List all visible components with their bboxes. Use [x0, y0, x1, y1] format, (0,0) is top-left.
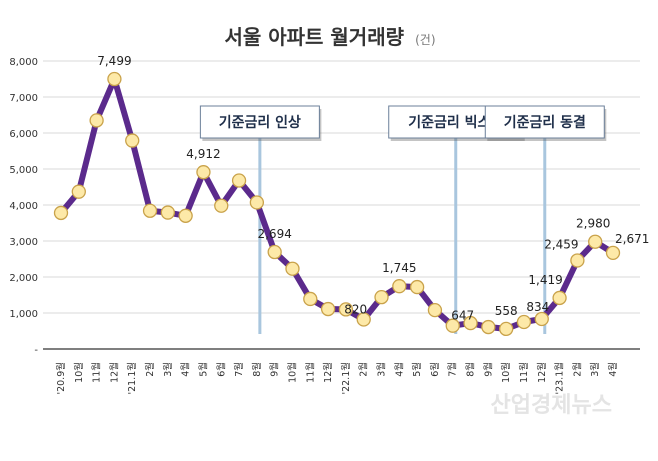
- x-tick-label: 12월: [536, 362, 548, 383]
- data-point: [427, 302, 443, 318]
- x-tick-label: '20.9월: [55, 362, 67, 395]
- data-point: [320, 301, 336, 317]
- data-label: 834: [526, 300, 549, 314]
- data-label: 2,980: [576, 217, 610, 231]
- data-point: [71, 184, 86, 199]
- x-tick-label: 3월: [376, 362, 388, 377]
- y-tick-label: 3,000: [9, 237, 38, 248]
- data-point: [178, 208, 193, 223]
- x-tick-label: 5월: [411, 362, 423, 377]
- data-point: [605, 245, 621, 260]
- data-point: [445, 318, 460, 333]
- data-label: 2,671: [615, 232, 649, 246]
- x-tick-label: 6월: [215, 362, 227, 377]
- annotation-box: [199, 105, 320, 139]
- x-tick-label: 8월: [465, 362, 477, 377]
- data-label: 647: [451, 309, 474, 323]
- data-point: [160, 205, 175, 220]
- x-tick-label: 3월: [589, 362, 601, 377]
- data-label: 4,912: [186, 147, 220, 161]
- data-label: 820: [344, 302, 367, 316]
- x-tick-label: 7월: [233, 362, 245, 377]
- annotation-label: 기준금리 인상: [219, 114, 301, 131]
- x-tick-label: 3월: [162, 362, 174, 377]
- x-tick-label: 8월: [251, 362, 263, 377]
- data-label: 1,419: [528, 273, 562, 287]
- x-tick-label: 10월: [286, 362, 298, 383]
- data-point: [214, 198, 229, 213]
- watermark: 산업경제뉴스: [491, 393, 612, 418]
- data-point: [552, 290, 567, 306]
- x-tick-label: 2월: [358, 362, 370, 377]
- data-point: [409, 279, 425, 295]
- x-tick-label: '21.1월: [126, 362, 138, 395]
- data-point: [196, 165, 211, 180]
- data-point: [303, 291, 318, 307]
- data-point: [588, 234, 603, 249]
- x-tick-label: 5월: [197, 362, 209, 377]
- x-tick-label: 12월: [108, 362, 120, 383]
- x-tick-label: 11월: [304, 362, 316, 383]
- x-tick-label: 9월: [269, 362, 281, 377]
- data-point: [285, 261, 300, 276]
- annotation-label: 기준금리 동결: [504, 114, 586, 131]
- chart-title: 서울 아파트 월거래량 (건): [224, 25, 435, 49]
- data-point: [125, 133, 140, 148]
- x-tick-label: 4월: [607, 362, 619, 377]
- data-point: [516, 314, 532, 330]
- data-point: [374, 290, 389, 305]
- x-tick-label: 4월: [180, 362, 192, 377]
- y-tick-label: 4,000: [9, 201, 38, 212]
- x-tick-label: 11월: [91, 362, 103, 383]
- data-point: [231, 173, 247, 188]
- data-point: [499, 321, 514, 337]
- y-tick-label: 1,000: [9, 309, 38, 320]
- data-point: [53, 205, 69, 221]
- data-point: [249, 195, 265, 210]
- data-point: [267, 244, 282, 260]
- y-tick-label: 2,000: [9, 273, 38, 284]
- data-point: [481, 319, 496, 335]
- x-tick-label: 7월: [447, 362, 459, 377]
- data-point: [142, 203, 158, 218]
- data-point: [392, 279, 407, 294]
- x-tick-label: 10월: [73, 362, 85, 383]
- annotation-box: [484, 105, 605, 139]
- data-point: [356, 312, 371, 327]
- x-tick-label: 10월: [500, 362, 512, 383]
- data-point: [338, 302, 354, 317]
- x-tick-label: 4월: [393, 362, 405, 377]
- data-point: [107, 71, 122, 87]
- annotation-label: 기준금리 빅스텝: [408, 114, 503, 131]
- x-tick-label: 11월: [518, 362, 530, 383]
- x-tick-label: '23.1월: [554, 362, 566, 395]
- y-tick-label: 6,000: [9, 129, 38, 140]
- data-point: [534, 311, 549, 327]
- y-tick-label: 7,000: [9, 93, 38, 104]
- data-label: 2,459: [544, 237, 578, 251]
- x-tick-label: '22.1월: [340, 362, 352, 395]
- data-point: [570, 253, 585, 268]
- x-tick-label: 9월: [482, 362, 494, 377]
- data-point: [463, 315, 478, 331]
- data-point: [89, 113, 104, 128]
- data-label: 558: [495, 304, 518, 318]
- x-tick-label: 2월: [571, 362, 583, 377]
- y-tick-label: 8,000: [9, 57, 38, 68]
- x-tick-label: 12월: [322, 362, 334, 383]
- data-label: 2,694: [257, 227, 291, 241]
- chart-title-text: 서울 아파트 월거래량: [224, 25, 404, 49]
- y-tick-label: 5,000: [9, 165, 38, 176]
- chart-unit: (건): [415, 33, 435, 47]
- y-tick-label: -: [34, 345, 38, 356]
- x-tick-label: 6월: [429, 362, 441, 377]
- x-tick-label: 2월: [144, 362, 156, 377]
- data-label: 7,499: [97, 54, 131, 68]
- data-label: 1,745: [382, 261, 416, 275]
